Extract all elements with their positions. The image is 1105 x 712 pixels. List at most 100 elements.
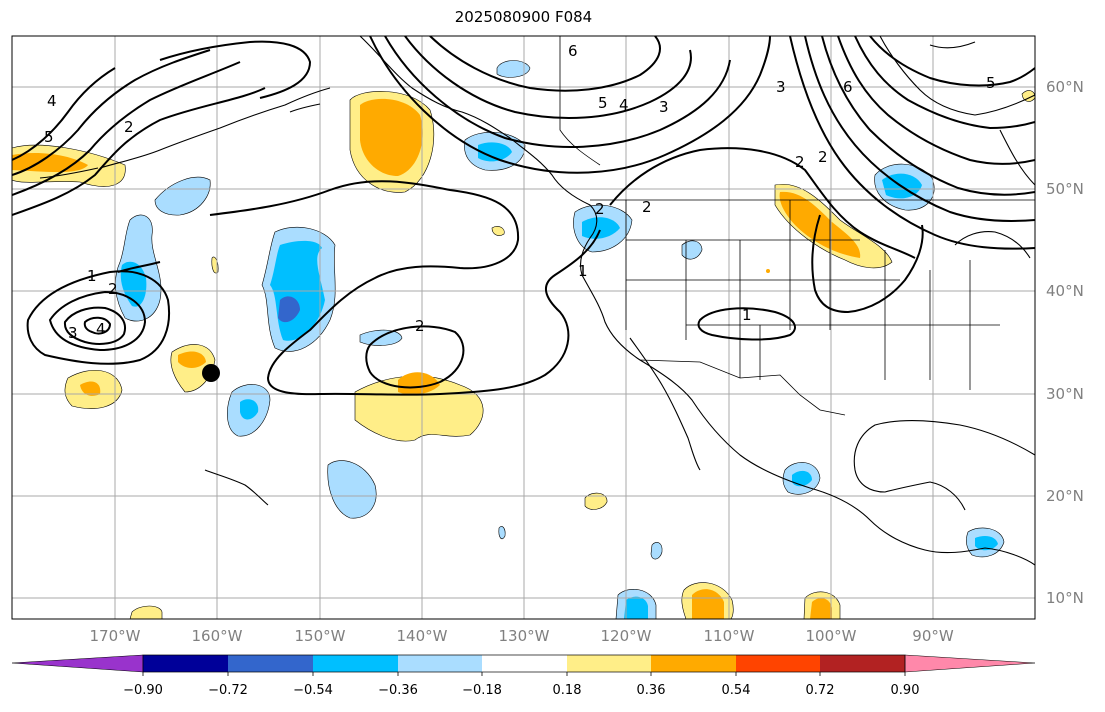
storm-position-marker (202, 364, 220, 382)
colorbar-tick-label: 0.36 (636, 683, 666, 698)
contour-label: 6 (568, 42, 578, 60)
positive-anomaly-gulf-alaska-core (360, 98, 423, 176)
political-borders (559, 36, 1035, 416)
contour-east-lows (811, 214, 924, 314)
colorbar-swatch (228, 655, 313, 672)
longitude-label: 150°W (294, 627, 346, 645)
contour-label: 1 (87, 267, 97, 285)
contour-label: 5 (598, 94, 608, 112)
contour-label: 4 (619, 96, 629, 114)
contour-east-6 (869, 36, 1035, 87)
negative-anomaly-central-core (278, 296, 300, 323)
latitude-label: 20°N (1046, 487, 1084, 505)
contour-2-west (48, 290, 147, 352)
contour-3-nw (12, 61, 241, 196)
colorbar-tick-label: 0.54 (721, 683, 751, 698)
contour-label: 2 (595, 200, 605, 218)
labrador (999, 129, 1035, 186)
colorbar-swatch (820, 655, 905, 672)
positive-anomaly-hawaii-nw-core (178, 351, 206, 368)
contour-label: 5 (986, 74, 996, 92)
colorbar-tick-label: −0.72 (208, 683, 248, 698)
colorbar-swatch (482, 655, 567, 672)
contour-label: 1 (578, 262, 588, 280)
colorbar-tick-label: 0.72 (805, 683, 835, 698)
latitude-label: 60°N (1046, 78, 1084, 96)
latitude-label: 10°N (1046, 589, 1084, 607)
alaska-peninsula (289, 103, 321, 113)
aleutians-2 (39, 167, 99, 179)
colorbar-extend-low (11, 654, 144, 673)
colorbar-swatch (313, 655, 398, 672)
longitude-label: 120°W (600, 627, 652, 645)
contour-4-nw (12, 49, 211, 176)
contour-label: 2 (415, 317, 425, 335)
positive-anomaly-small-1 (584, 492, 608, 510)
contour-label: 2 (642, 198, 652, 216)
contour-label: 2 (795, 153, 805, 171)
contour-label: 6 (843, 78, 853, 96)
small-dot-marker (766, 269, 770, 273)
longitude-label: 110°W (703, 627, 755, 645)
longitude-label: 90°W (912, 627, 954, 645)
map-title: 2025080900 F084 (454, 8, 593, 26)
contour-6-north (429, 36, 661, 92)
hawaii-islands (204, 469, 269, 506)
contour-label-group: 6 5 4 3 3 6 5 2 2 5 4 2 1 3 4 1 2 2 2 1 … (44, 42, 996, 342)
contour-label: 2 (108, 280, 118, 298)
contour-4-north (384, 36, 731, 148)
height-contours (12, 36, 1035, 396)
contour-label: 5 (44, 128, 54, 146)
longitude-label: 100°W (805, 627, 857, 645)
map-frame (11, 35, 1036, 620)
contour-east-2 (804, 36, 1035, 223)
anomaly-shading (12, 60, 1035, 619)
colorbar-swatch (651, 655, 736, 672)
contour-3-west (63, 306, 126, 345)
contour-east-4 (837, 36, 1035, 165)
contour-east-1 (789, 36, 1035, 250)
longitude-label: 170°W (89, 627, 141, 645)
negative-anomaly-guatemala-core (975, 536, 998, 551)
colorbar-swatch (567, 655, 651, 672)
positive-anomaly-small-2 (129, 605, 163, 619)
contour-label: 4 (47, 92, 57, 110)
negative-anomaly-tropic-3 (498, 526, 506, 540)
negative-anomaly-south-hawaii (327, 460, 377, 519)
colorbar-tick-label: 0.18 (552, 683, 582, 698)
colorbar (11, 654, 1036, 676)
colorbar-extend-high (904, 654, 1036, 673)
contour-5-nw (12, 67, 116, 161)
contour-label: 3 (68, 324, 78, 342)
alaska-coast (359, 36, 1035, 566)
contour-east-5 (854, 36, 1035, 130)
colorbar-tick-label: −0.18 (462, 683, 502, 698)
contour-1-southwest (697, 307, 796, 341)
contour-1-west-2 (117, 261, 161, 273)
contour-2-nw (12, 87, 266, 216)
contour-label: 4 (96, 320, 106, 338)
contour-label: 3 (659, 98, 669, 116)
negative-anomaly-tropic-1-core (624, 596, 648, 619)
gulf-mexico-coast (853, 419, 1035, 511)
contour-label: 2 (124, 118, 134, 136)
contour-east-3 (821, 36, 1035, 196)
colorbar-tick-label: −0.36 (378, 683, 418, 698)
negative-anomaly-mid-small (359, 329, 403, 346)
positive-anomaly-small-5 (491, 226, 505, 236)
negative-anomaly-tropic-2 (650, 542, 663, 560)
colorbar-swatch (143, 655, 228, 672)
negative-anomaly-hawaii-east-core (240, 399, 259, 420)
contour-label: 2 (818, 148, 828, 166)
positive-anomaly-south-core (398, 372, 440, 395)
contour-label: 3 (776, 78, 786, 96)
hudson-bay (879, 36, 1035, 116)
positive-anomaly-mexico-core (692, 589, 724, 619)
colorbar-swatch (736, 655, 820, 672)
colorbar-tick-label: 0.90 (890, 683, 920, 698)
longitude-label: 160°W (191, 627, 243, 645)
colorbar-swatch (398, 655, 482, 672)
colorbar-tick-label: −0.90 (123, 683, 163, 698)
latitude-label: 40°N (1046, 282, 1084, 300)
